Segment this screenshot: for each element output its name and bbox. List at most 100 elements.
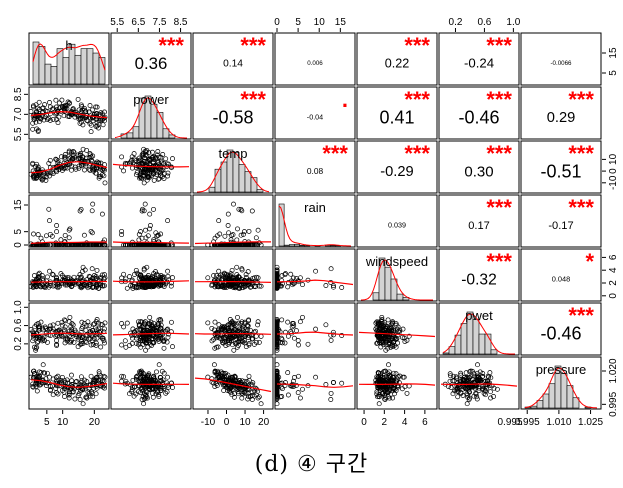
axis-tick-label: 0 <box>361 417 367 428</box>
scatter-point <box>466 397 472 402</box>
scatter-point <box>274 344 280 350</box>
scatter-point <box>274 339 280 345</box>
scatter-point <box>123 161 129 167</box>
panel-frame <box>438 248 520 302</box>
scatter-point <box>68 323 74 329</box>
scatter-point <box>243 272 249 277</box>
significance-stars: *** <box>486 141 512 166</box>
scatter-point <box>90 285 96 290</box>
axis-tick-label: 5 <box>44 417 50 428</box>
scatter-point <box>88 122 94 128</box>
axis-tick-label: 1.010 <box>546 417 571 428</box>
scatter-point <box>43 233 49 239</box>
scatter-point <box>119 154 125 160</box>
correlation-value: -0.17 <box>548 220 573 232</box>
scatter-point <box>141 242 147 248</box>
scatter-point <box>135 389 141 395</box>
scatter-point <box>54 275 60 281</box>
scatter-point <box>375 385 381 391</box>
scatter-point <box>80 122 86 128</box>
scatter-point <box>30 280 36 286</box>
correlation-value: -0.46 <box>458 107 499 127</box>
scatter-point <box>142 201 148 207</box>
variable-label: power <box>133 92 169 107</box>
scatter-point <box>78 341 84 347</box>
scatter-point <box>388 321 394 327</box>
scatter-point <box>50 392 56 398</box>
scatter-point <box>44 327 50 333</box>
scatter-point <box>35 164 41 170</box>
scatter-point <box>28 374 34 380</box>
scatter-point <box>87 121 93 127</box>
scatter-point <box>54 390 60 396</box>
scatter-point <box>151 177 157 183</box>
scatter-point <box>133 172 139 178</box>
scatter-point <box>90 394 96 400</box>
scatter-point <box>85 389 91 395</box>
axis-tick-label: 0.995 <box>515 417 540 428</box>
scatter-point <box>256 240 262 246</box>
scatter-point <box>220 326 226 332</box>
scatter-point <box>236 320 242 326</box>
scatter-point <box>138 319 144 325</box>
scatter-point <box>71 149 77 155</box>
correlation-value: -0.32 <box>461 271 497 288</box>
scatter-point <box>96 332 102 338</box>
scatter-point <box>67 314 73 320</box>
scatter-point <box>144 153 150 159</box>
scatter-point <box>222 233 228 239</box>
scatter-point <box>77 208 83 214</box>
scatter-point <box>147 314 153 320</box>
correlation-value: -0.46 <box>540 323 581 343</box>
scatter-point <box>38 319 44 325</box>
scatter-point <box>47 326 53 332</box>
scatter-point <box>54 167 60 173</box>
scatter-point <box>394 326 400 332</box>
scatter-point <box>157 385 163 391</box>
axis-tick-label: 8.5 <box>174 17 188 28</box>
scatter-point <box>470 368 475 374</box>
scatter-point <box>47 117 53 123</box>
scatter-point <box>166 331 171 337</box>
scatter-point <box>251 341 257 347</box>
scatter-point <box>222 336 228 342</box>
scatter-point <box>129 165 135 171</box>
correlation-value: 0.41 <box>379 107 414 127</box>
scatter-point <box>50 105 56 111</box>
scatter-point <box>279 317 285 323</box>
scatter-point <box>274 370 280 376</box>
scatter-point <box>153 391 159 397</box>
scatter-point <box>159 280 165 286</box>
correlation-value: -0.04 <box>307 113 323 122</box>
scatter-point <box>90 201 96 207</box>
histogram-bar <box>283 244 290 247</box>
scatter-point <box>138 171 144 176</box>
smooth-line <box>30 110 108 119</box>
scatter-point <box>94 104 100 110</box>
scatter-point <box>330 283 336 289</box>
scatter-point <box>158 378 164 384</box>
scatter-point <box>476 376 482 382</box>
histogram-bar <box>402 297 410 301</box>
axis-tick-label: 15 <box>13 199 24 211</box>
scatter-point <box>31 273 37 279</box>
scatter-point <box>452 388 458 394</box>
scatter-point <box>44 370 50 376</box>
scatter-point <box>35 232 41 238</box>
scatter-point <box>466 389 472 395</box>
axis-tick-label: 0 <box>274 17 280 28</box>
scatter-point <box>231 285 236 290</box>
scatter-point <box>36 369 42 375</box>
scatter-point <box>91 242 96 248</box>
scatter-point <box>119 232 125 238</box>
scatter-point <box>375 321 381 327</box>
scatter-point <box>34 388 40 394</box>
scatter-point <box>374 389 380 395</box>
scatter-point <box>339 380 345 386</box>
histogram-bar <box>396 293 404 301</box>
scatter-point <box>41 370 47 376</box>
scatter-point <box>100 283 106 289</box>
scatter-point <box>161 345 167 351</box>
scatter-point <box>464 401 470 407</box>
histogram-bar <box>542 393 550 409</box>
